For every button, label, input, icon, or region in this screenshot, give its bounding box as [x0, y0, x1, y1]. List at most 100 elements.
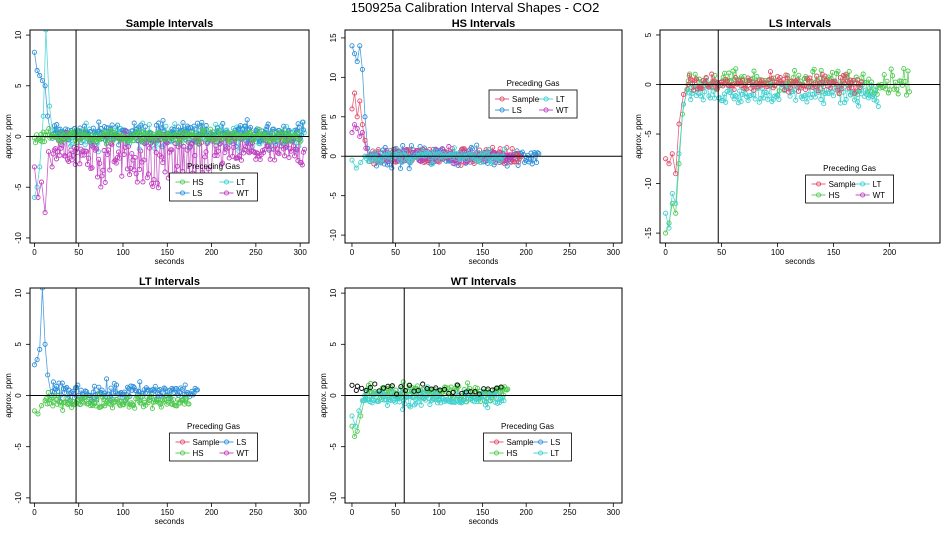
data-point: [726, 70, 732, 76]
data-point: [203, 149, 209, 155]
data-point: [759, 77, 765, 83]
data-point: [666, 225, 672, 231]
data-point: [199, 119, 205, 125]
data-point: [731, 86, 737, 93]
data-point: [692, 71, 698, 77]
data-point: [901, 66, 907, 72]
data-point: [195, 141, 201, 147]
data-point: [182, 382, 188, 388]
legend-label: LT: [873, 180, 882, 189]
data-point: [299, 162, 305, 168]
data-point: [860, 71, 866, 77]
data-point: [261, 130, 267, 137]
data-point: [352, 433, 358, 440]
data-point: [745, 75, 751, 81]
data-point: [516, 159, 522, 165]
data-point: [54, 122, 60, 128]
data-point: [493, 391, 499, 397]
data-point: [32, 140, 39, 146]
data-point: [175, 144, 181, 150]
data-point: [39, 288, 45, 291]
data-point: [138, 138, 144, 144]
data-point: [428, 386, 434, 392]
data-point: [269, 130, 276, 136]
data-point: [107, 167, 113, 173]
y-tick-label: 0: [644, 82, 653, 87]
data-point: [124, 138, 130, 144]
data-point: [371, 158, 377, 164]
data-point: [680, 101, 687, 107]
data-point: [46, 125, 52, 132]
data-point: [292, 153, 298, 159]
data-point: [113, 382, 120, 388]
data-point: [252, 150, 258, 156]
data-point: [495, 391, 502, 397]
data-point: [231, 130, 237, 137]
legend-entry-ls: LS: [533, 438, 560, 447]
data-point: [359, 130, 365, 136]
data-point: [397, 165, 404, 172]
data-point: [776, 80, 782, 86]
data-point: [499, 398, 505, 404]
data-point: [133, 171, 139, 177]
data-point: [420, 146, 426, 153]
data-point: [487, 397, 493, 403]
data-point: [388, 397, 394, 403]
data-point: [191, 123, 197, 129]
legend-marker: [493, 439, 500, 445]
data-point: [96, 119, 102, 125]
data-point: [396, 399, 402, 405]
legend-marker: [543, 107, 549, 113]
data-point: [217, 141, 223, 147]
data-point: [202, 154, 208, 160]
data-point: [754, 73, 760, 80]
data-point: [402, 401, 408, 407]
data-point: [885, 90, 891, 96]
data-point: [261, 149, 267, 156]
x-tick-label: 200: [205, 508, 219, 517]
data-point: [56, 380, 62, 386]
data-point: [441, 386, 448, 392]
legend-label: HS: [507, 449, 518, 458]
data-point: [688, 76, 694, 82]
data-point: [384, 402, 390, 408]
data-point: [296, 124, 302, 130]
data-point: [501, 398, 507, 404]
data-point: [272, 157, 278, 163]
legend-box: [483, 432, 572, 462]
data-point: [712, 72, 718, 78]
data-point: [821, 101, 827, 107]
y-tick-label: -5: [329, 192, 338, 200]
data-point: [349, 423, 355, 429]
data-point: [769, 76, 775, 82]
data-point: [215, 148, 221, 154]
data-point: [59, 399, 65, 405]
data-point: [830, 93, 837, 99]
data-point: [836, 91, 842, 97]
data-point: [293, 146, 299, 152]
data-point: [257, 157, 263, 163]
data-point: [693, 76, 699, 82]
data-point: [181, 129, 187, 135]
data-point: [406, 166, 412, 172]
legend: Preceding Gas Sample LT HS WT: [805, 164, 894, 204]
data-point: [854, 99, 860, 105]
data-point: [766, 93, 772, 99]
data-point: [501, 146, 507, 152]
data-point: [438, 400, 444, 406]
y-tick-label: -5: [329, 443, 338, 451]
data-point: [276, 151, 282, 157]
legend-marker: [543, 96, 549, 102]
data-point: [172, 121, 178, 127]
data-point: [139, 128, 145, 135]
data-point: [349, 157, 355, 163]
data-point: [752, 96, 758, 102]
data-point: [130, 383, 136, 389]
data-point: [734, 94, 740, 100]
data-point: [739, 91, 746, 98]
data-point: [465, 380, 471, 386]
chart-panel-2: HS Intervals 0 50 100 150 200 250 300 -10 -5 0 5 10 1…: [319, 18, 623, 266]
data-point: [815, 88, 821, 94]
legend-marker: [179, 190, 186, 196]
data-point: [400, 143, 406, 149]
